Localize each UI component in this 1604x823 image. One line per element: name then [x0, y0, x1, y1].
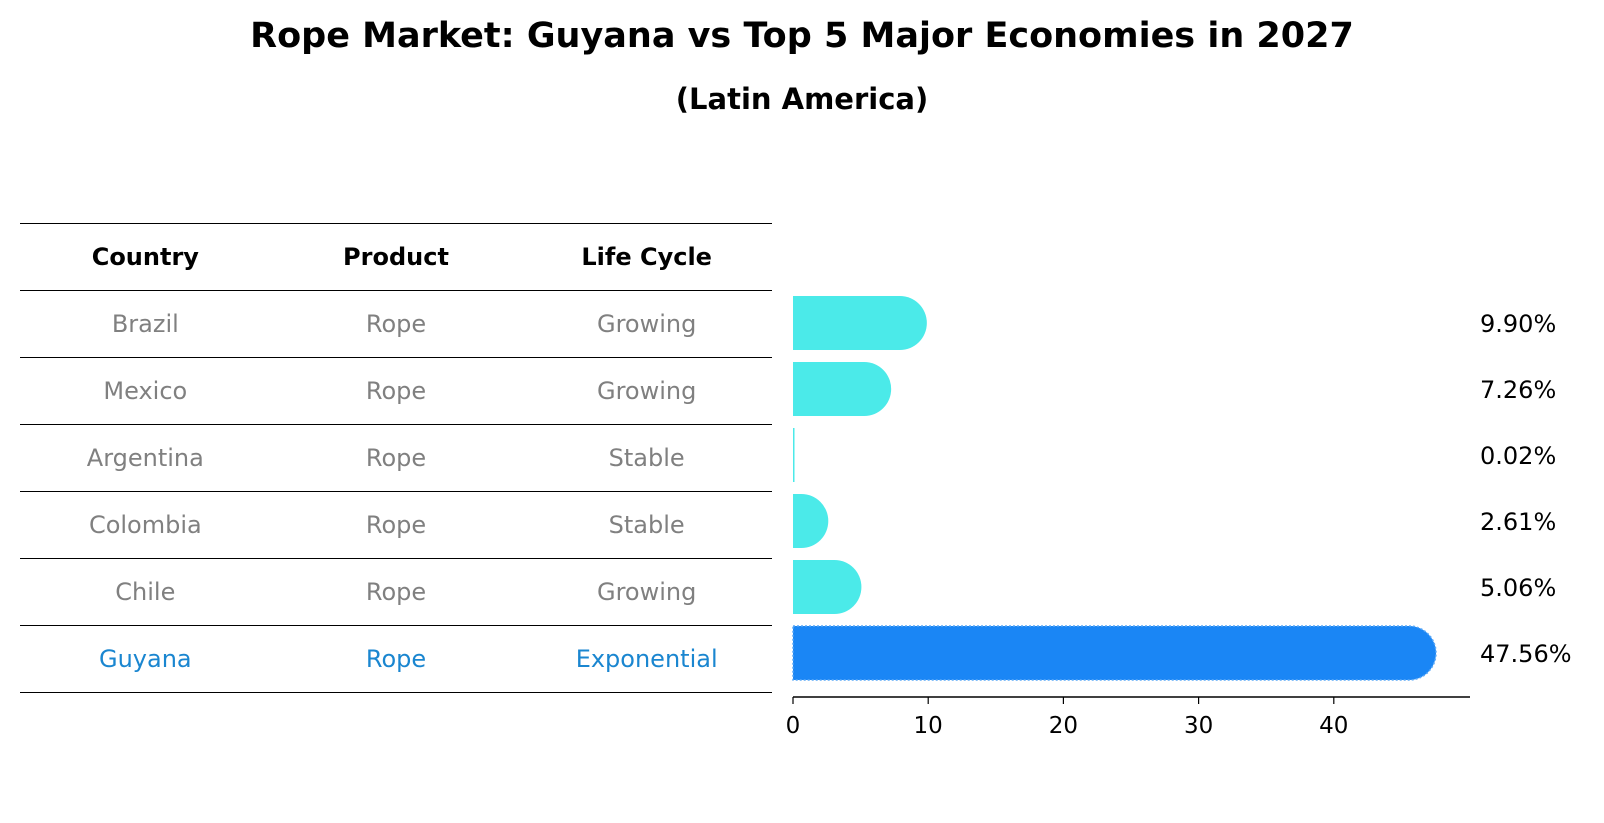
product-cell: Rope	[270, 625, 522, 693]
country-cell: Brazil	[20, 290, 271, 358]
country-cell: Chile	[20, 558, 271, 626]
table-header-row: Country Product Life Cycle	[20, 223, 772, 291]
bar-argentina	[793, 428, 795, 482]
x-tick-label: 40	[1319, 713, 1348, 739]
life-cycle-cell: Growing	[521, 558, 772, 626]
x-tick-label: 0	[786, 713, 801, 739]
bar-brazil	[793, 296, 927, 350]
x-tick-label: 10	[914, 713, 943, 739]
chart-title: Rope Market: Guyana vs Top 5 Major Econo…	[250, 16, 1354, 56]
product-cell: Rope	[270, 290, 522, 358]
column-header-country: Country	[20, 223, 271, 291]
x-tick-label: 30	[1184, 713, 1213, 739]
life-cycle-cell: Stable	[521, 491, 772, 559]
product-cell: Rope	[270, 424, 522, 492]
life-cycle-cell: Exponential	[521, 625, 772, 693]
product-cell: Rope	[270, 491, 522, 559]
product-cell: Rope	[270, 357, 522, 425]
bar-value-label: 5.06%	[1480, 574, 1556, 602]
table-row-highlighted: Guyana Rope Exponential	[20, 625, 772, 693]
bar-value-label: 47.56%	[1480, 640, 1572, 668]
product-cell: Rope	[270, 558, 522, 626]
data-table: Country Product Life Cycle Brazil Rope G…	[20, 223, 772, 693]
bar-value-label: 0.02%	[1480, 442, 1556, 470]
table-row: Argentina Rope Stable	[20, 424, 772, 492]
bar-value-label: 2.61%	[1480, 508, 1556, 536]
bar-chile	[793, 560, 862, 614]
table-row: Colombia Rope Stable	[20, 491, 772, 559]
table-row: Brazil Rope Growing	[20, 290, 772, 358]
column-header-product: Product	[270, 223, 522, 291]
table-row: Mexico Rope Growing	[20, 357, 772, 425]
country-cell: Mexico	[20, 357, 271, 425]
x-tick-label: 20	[1049, 713, 1078, 739]
table-row: Chile Rope Growing	[20, 558, 772, 626]
bar-mexico	[793, 362, 892, 416]
bar-value-label: 9.90%	[1480, 310, 1556, 338]
bar-guyana	[792, 625, 1437, 681]
country-cell: Argentina	[20, 424, 271, 492]
life-cycle-cell: Stable	[521, 424, 772, 492]
country-cell: Colombia	[20, 491, 271, 559]
life-cycle-cell: Growing	[521, 290, 772, 358]
column-header-life-cycle: Life Cycle	[521, 223, 772, 291]
country-cell: Guyana	[20, 625, 271, 693]
bar-colombia	[793, 494, 829, 548]
bar-value-label: 7.26%	[1480, 376, 1556, 404]
life-cycle-cell: Growing	[521, 357, 772, 425]
chart-subtitle: (Latin America)	[675, 82, 929, 116]
